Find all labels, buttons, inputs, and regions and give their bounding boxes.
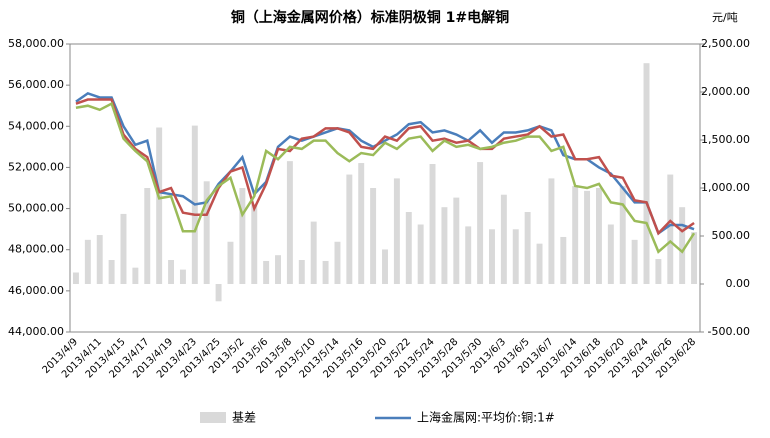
bar bbox=[168, 260, 175, 284]
bar bbox=[251, 204, 258, 284]
bar bbox=[84, 239, 91, 284]
bar bbox=[512, 229, 519, 284]
y2-tick-label: 2,500.00 bbox=[701, 37, 750, 50]
bar bbox=[156, 127, 163, 285]
bar bbox=[203, 181, 210, 284]
bar bbox=[560, 236, 567, 284]
y2-unit: 元/吨 bbox=[712, 11, 738, 24]
y-tick-label: 50,000.00 bbox=[8, 202, 64, 215]
bar bbox=[346, 174, 353, 284]
bar bbox=[179, 269, 186, 284]
bar bbox=[286, 161, 293, 284]
bar bbox=[144, 188, 151, 284]
y2-tick-label: -500.00 bbox=[708, 325, 750, 338]
bar bbox=[215, 284, 222, 302]
bar bbox=[691, 232, 698, 284]
y2-tick-label: 1,000.00 bbox=[701, 181, 750, 194]
y2-tick-label: 0.00 bbox=[726, 277, 751, 290]
bar bbox=[477, 162, 484, 284]
bar bbox=[370, 188, 377, 284]
bar bbox=[263, 260, 270, 284]
bar bbox=[429, 164, 436, 284]
y-tick-label: 48,000.00 bbox=[8, 243, 64, 256]
y2-tick-label: 1,500.00 bbox=[701, 133, 750, 146]
bar bbox=[358, 163, 365, 284]
line bbox=[75, 101, 696, 254]
bar bbox=[465, 226, 472, 284]
bar bbox=[679, 207, 686, 284]
bar bbox=[489, 229, 495, 284]
bar bbox=[310, 221, 317, 284]
bar bbox=[584, 190, 591, 284]
bar bbox=[524, 212, 531, 284]
bar bbox=[72, 272, 79, 284]
bar bbox=[655, 259, 662, 284]
y-tick-label: 46,000.00 bbox=[8, 284, 64, 297]
y-tick-label: 52,000.00 bbox=[8, 160, 64, 173]
y-tick-label: 54,000.00 bbox=[8, 119, 64, 132]
plot-frame bbox=[69, 43, 701, 333]
line bbox=[75, 91, 695, 236]
bar bbox=[572, 186, 579, 284]
bar bbox=[96, 235, 103, 284]
y2-tick-label: 500.00 bbox=[712, 229, 751, 242]
y2-tick-label: 2,000.00 bbox=[701, 85, 750, 98]
bar bbox=[607, 224, 614, 284]
bar bbox=[548, 178, 555, 284]
bar bbox=[405, 212, 412, 284]
bar bbox=[643, 63, 650, 285]
y-tick-label: 44,000.00 bbox=[8, 325, 64, 338]
bar bbox=[382, 249, 388, 284]
bar bbox=[275, 255, 281, 284]
bar bbox=[667, 174, 674, 284]
bar bbox=[631, 239, 638, 284]
bar bbox=[453, 197, 460, 284]
legend-swatch bbox=[200, 412, 226, 423]
bar bbox=[120, 213, 127, 284]
bar bbox=[227, 241, 234, 284]
y-tick-label: 58,000.00 bbox=[8, 37, 64, 50]
bar bbox=[132, 267, 139, 284]
bar bbox=[536, 243, 543, 284]
bar bbox=[322, 260, 329, 284]
bar bbox=[441, 207, 448, 284]
bar bbox=[334, 241, 341, 284]
chart-title: 铜（上海金属网价格）标准阴极铜 1#电解铜 bbox=[231, 9, 509, 26]
line bbox=[75, 98, 695, 236]
y-tick-label: 56,000.00 bbox=[8, 78, 64, 91]
bar bbox=[108, 260, 115, 284]
bar bbox=[595, 188, 602, 284]
legend-label: 基差 bbox=[232, 411, 256, 425]
bar bbox=[298, 260, 305, 284]
legend-label: 上海金属网:平均价:铜:1# bbox=[417, 410, 555, 425]
bar bbox=[417, 224, 424, 284]
bar bbox=[619, 186, 626, 284]
bar bbox=[239, 188, 246, 284]
bar bbox=[500, 194, 507, 284]
bar bbox=[393, 178, 400, 284]
